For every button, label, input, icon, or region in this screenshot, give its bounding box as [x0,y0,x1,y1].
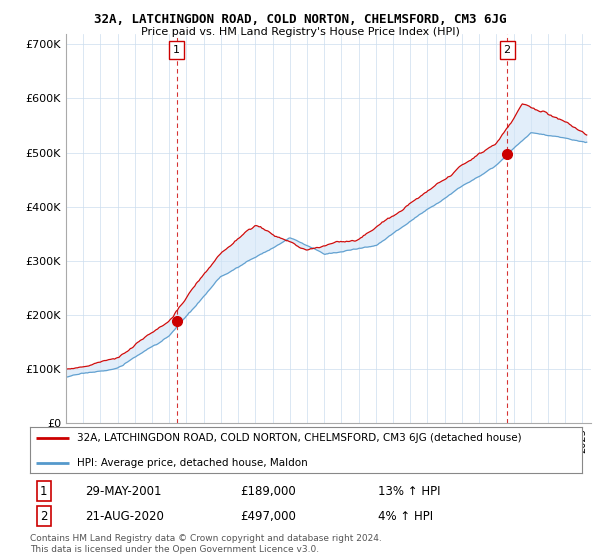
Text: 1: 1 [40,484,47,498]
Text: Contains HM Land Registry data © Crown copyright and database right 2024.
This d: Contains HM Land Registry data © Crown c… [30,534,382,554]
Text: 13% ↑ HPI: 13% ↑ HPI [378,484,440,498]
Text: 2: 2 [40,510,47,522]
Text: £497,000: £497,000 [240,510,296,522]
Text: 29-MAY-2001: 29-MAY-2001 [85,484,162,498]
Text: 32A, LATCHINGDON ROAD, COLD NORTON, CHELMSFORD, CM3 6JG (detached house): 32A, LATCHINGDON ROAD, COLD NORTON, CHEL… [77,433,521,443]
Text: 1: 1 [173,45,180,55]
Text: Price paid vs. HM Land Registry's House Price Index (HPI): Price paid vs. HM Land Registry's House … [140,27,460,37]
Text: 2: 2 [503,45,511,55]
Text: HPI: Average price, detached house, Maldon: HPI: Average price, detached house, Mald… [77,458,308,468]
Text: 21-AUG-2020: 21-AUG-2020 [85,510,164,522]
Text: £189,000: £189,000 [240,484,296,498]
Text: 32A, LATCHINGDON ROAD, COLD NORTON, CHELMSFORD, CM3 6JG: 32A, LATCHINGDON ROAD, COLD NORTON, CHEL… [94,13,506,26]
Text: 4% ↑ HPI: 4% ↑ HPI [378,510,433,522]
